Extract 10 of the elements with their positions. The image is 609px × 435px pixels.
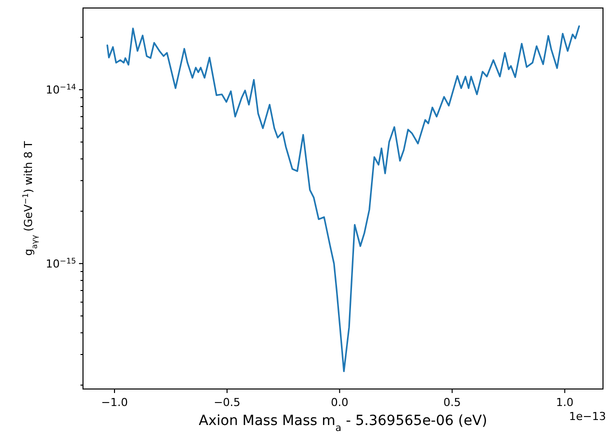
x-tick-label: 0.5 [443,396,461,409]
x-tick-label: −1.0 [101,396,128,409]
x-tick-label: −0.5 [214,396,240,409]
text: 1e−13 [569,410,606,423]
line-series [106,25,580,372]
x-axis-title: Axion Mass Mass m$_{a}$ - 5.369565e-06 (eV) [198,413,488,434]
x-tick-label: 0.0 [330,396,348,409]
y-tick-label: 10$^{−15}$ [46,256,76,271]
x-tick-label: 1.0 [556,396,574,409]
y-tick-label: 10$^{−14}$ [46,82,76,97]
